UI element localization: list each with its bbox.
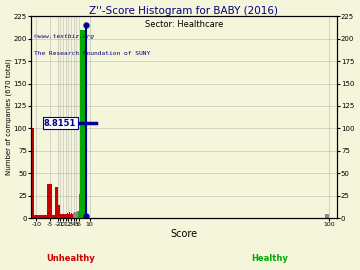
Bar [47,184,50,218]
Title: Z''-Score Histogram for BABY (2016): Z''-Score Histogram for BABY (2016) [89,6,278,16]
Text: The Research Foundation of SUNY: The Research Foundation of SUNY [34,50,150,56]
Bar [58,205,60,218]
Bar [325,214,329,218]
Bar [55,187,58,218]
Bar [75,212,76,218]
X-axis label: Score: Score [170,229,198,239]
Text: Healthy: Healthy [251,254,288,263]
Bar [74,212,75,218]
Bar [68,214,69,218]
Bar [78,194,80,218]
Bar [80,30,85,218]
Bar [60,214,63,218]
Bar [44,215,47,218]
Bar [50,184,52,218]
Bar [70,214,71,218]
Y-axis label: Number of companies (670 total): Number of companies (670 total) [5,59,12,176]
Bar [81,151,82,218]
Bar [76,212,77,218]
Bar [31,128,34,218]
Bar [77,211,78,218]
Bar [63,214,64,218]
Text: 8.8151: 8.8151 [44,119,76,127]
Bar [66,214,67,218]
Text: Sector: Healthcare: Sector: Healthcare [145,20,223,29]
Bar [67,213,68,218]
Bar [80,194,81,218]
Bar [73,213,74,218]
Bar [42,215,44,218]
Bar [71,213,72,218]
Text: ©www.textbiz.org: ©www.textbiz.org [34,35,94,39]
Bar [52,215,55,218]
Bar [39,215,42,218]
Bar [36,215,39,218]
Bar [64,214,65,218]
Bar [34,215,36,218]
Bar [69,212,70,218]
Text: Unhealthy: Unhealthy [46,254,95,263]
Bar [72,214,73,218]
Bar [65,214,66,218]
